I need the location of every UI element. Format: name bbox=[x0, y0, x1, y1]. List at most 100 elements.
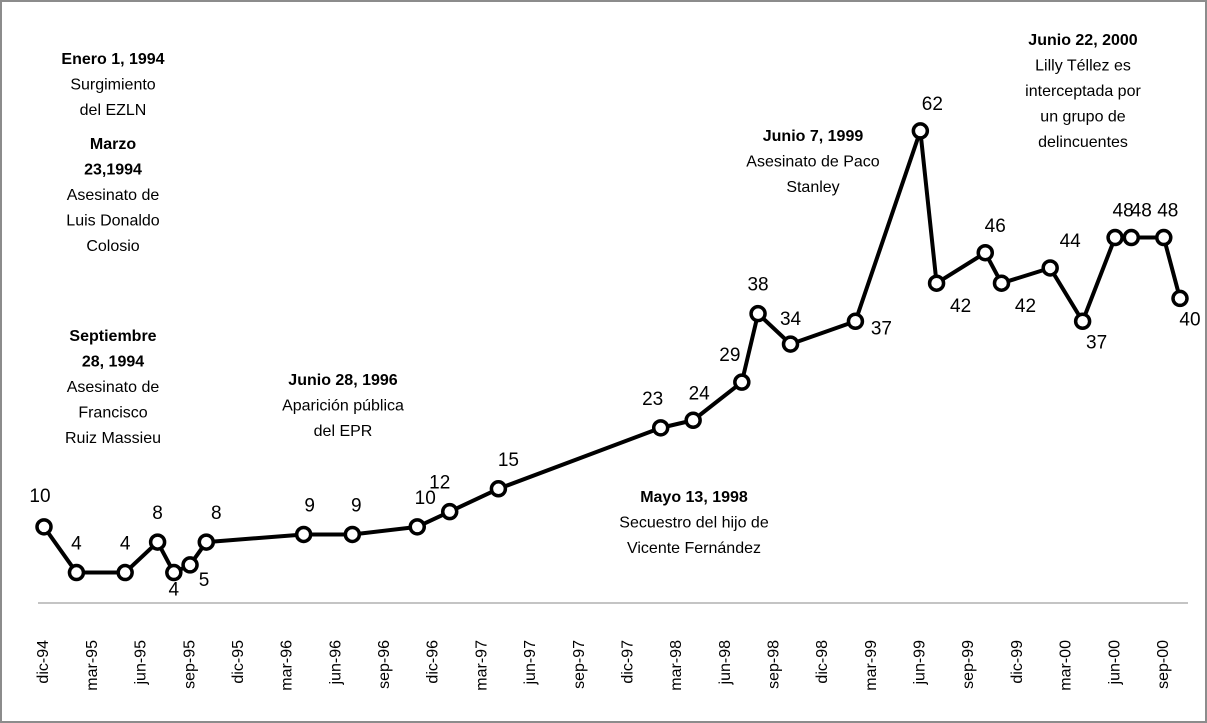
annotation-text: Aparición pública bbox=[282, 398, 404, 415]
annotation-title: Enero 1, 1994 bbox=[61, 51, 164, 68]
value-label: 37 bbox=[1086, 332, 1107, 353]
value-label: 10 bbox=[415, 488, 436, 509]
point bbox=[651, 419, 670, 437]
x-tick-label: dic-98 bbox=[814, 640, 831, 684]
value-label: 34 bbox=[780, 309, 802, 330]
x-tick-label: jun-96 bbox=[327, 640, 344, 686]
x-tick-label: mar-95 bbox=[84, 640, 101, 691]
point bbox=[197, 533, 216, 551]
x-tick-label: jun-98 bbox=[717, 640, 734, 686]
x-tick-label: jun-99 bbox=[912, 640, 929, 686]
annotation-text: Secuestro del hijo de bbox=[619, 515, 769, 532]
x-tick-label: dic-99 bbox=[1009, 640, 1026, 684]
x-tick-label: dic-95 bbox=[230, 640, 247, 684]
annotation-text: un grupo de bbox=[1040, 109, 1126, 126]
annotation-title: Junio 28, 1996 bbox=[288, 372, 397, 389]
value-label: 15 bbox=[498, 450, 519, 471]
annotation-title: Junio 7, 1999 bbox=[763, 128, 864, 145]
annotation-text: Asesinato de bbox=[67, 379, 160, 396]
x-tick-label: sep-97 bbox=[571, 640, 588, 689]
value-label: 9 bbox=[304, 495, 315, 516]
annotation-text: Lilly Téllez es bbox=[1035, 58, 1131, 75]
point bbox=[1041, 259, 1059, 277]
value-label: 4 bbox=[71, 534, 82, 555]
value-label: 37 bbox=[871, 318, 892, 339]
annotation-text: Francisco bbox=[78, 405, 147, 422]
annotation-title: Marzo bbox=[90, 136, 136, 153]
value-label: 24 bbox=[689, 383, 711, 404]
annotation-text: Luis Donaldo bbox=[66, 213, 160, 230]
annotation-title: 23,1994 bbox=[84, 162, 142, 179]
value-label: 42 bbox=[950, 296, 971, 317]
value-label: 5 bbox=[199, 570, 210, 591]
value-label: 10 bbox=[29, 486, 50, 507]
x-tick-label: mar-99 bbox=[863, 640, 880, 691]
point bbox=[992, 274, 1011, 292]
x-tick-label: mar-96 bbox=[279, 640, 296, 691]
point bbox=[733, 373, 751, 391]
annotation-text: del EZLN bbox=[80, 102, 147, 119]
value-label: 62 bbox=[922, 94, 943, 115]
point bbox=[1155, 228, 1173, 247]
x-tick-label: dic-94 bbox=[35, 640, 52, 684]
value-label: 44 bbox=[1060, 231, 1082, 252]
point bbox=[749, 304, 767, 323]
point bbox=[116, 563, 134, 582]
point bbox=[1106, 228, 1124, 247]
annotation-text: del EPR bbox=[314, 423, 373, 440]
x-tick-label: mar-98 bbox=[668, 640, 685, 691]
annotation-title: Junio 22, 2000 bbox=[1028, 32, 1137, 49]
value-label: 9 bbox=[351, 495, 362, 516]
point bbox=[35, 518, 53, 536]
point bbox=[440, 502, 459, 521]
x-tick-label: dic-97 bbox=[619, 640, 636, 684]
annotation-text: Stanley bbox=[786, 179, 839, 196]
point bbox=[911, 122, 930, 140]
value-label: 23 bbox=[642, 389, 663, 410]
line bbox=[42, 128, 1182, 575]
point bbox=[1171, 289, 1189, 308]
annotation-text: Ruiz Massieu bbox=[65, 430, 161, 447]
point bbox=[67, 563, 86, 582]
annotation-title: Septiembre bbox=[69, 328, 156, 345]
point bbox=[781, 335, 800, 353]
x-tick-label: mar-97 bbox=[473, 640, 490, 691]
annotation-text: Surgimiento bbox=[70, 77, 155, 94]
value-label: 48 bbox=[1157, 201, 1178, 222]
value-label: 4 bbox=[169, 580, 180, 601]
annotation-text: Asesinato de Paco bbox=[746, 154, 880, 171]
point bbox=[294, 525, 313, 544]
x-tick-label: jun-97 bbox=[522, 640, 539, 686]
value-label: 48 bbox=[1113, 201, 1134, 222]
point bbox=[408, 518, 427, 536]
x-tick-label: jun-95 bbox=[133, 640, 150, 686]
x-tick-label: sep-98 bbox=[766, 640, 783, 689]
x-tick-label: sep-00 bbox=[1155, 640, 1172, 689]
value-label: 8 bbox=[152, 503, 163, 524]
value-label: 4 bbox=[120, 534, 131, 555]
point bbox=[846, 312, 865, 331]
value-label: 42 bbox=[1015, 296, 1036, 317]
value-label: 46 bbox=[985, 216, 1006, 237]
value-label: 38 bbox=[747, 275, 768, 296]
point bbox=[976, 243, 995, 262]
value-label: 29 bbox=[719, 345, 740, 366]
x-tick-label: sep-99 bbox=[960, 640, 977, 689]
point bbox=[148, 533, 167, 551]
x-tick-label: dic-96 bbox=[425, 640, 442, 684]
annotation-text: Vicente Fernández bbox=[627, 540, 761, 557]
annotation-text: Asesinato de bbox=[67, 187, 160, 204]
x-tick-label: sep-95 bbox=[181, 640, 198, 689]
x-tick-label: jun-00 bbox=[1106, 640, 1123, 686]
annotation-text: delincuentes bbox=[1038, 134, 1128, 151]
annotation-title: Mayo 13, 1998 bbox=[640, 489, 748, 506]
annotation-text: interceptada por bbox=[1025, 83, 1141, 100]
point bbox=[927, 274, 946, 292]
point bbox=[165, 563, 183, 582]
point bbox=[343, 525, 362, 544]
point bbox=[489, 480, 508, 498]
x-tick-label: sep-96 bbox=[376, 640, 393, 689]
annotation-text: Colosio bbox=[86, 238, 139, 255]
